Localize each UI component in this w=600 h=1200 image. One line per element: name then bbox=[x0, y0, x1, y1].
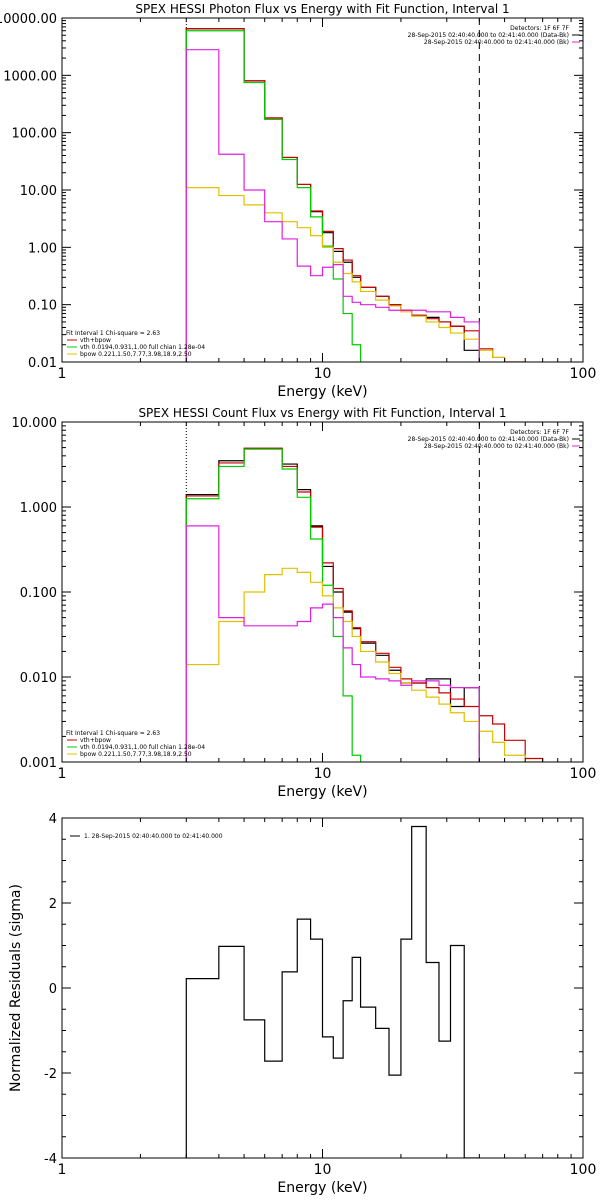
chart-panel-1: SPEX HESSI Photon Flux vs Energy with Fi… bbox=[0, 2, 596, 400]
y-tick-label: 10.00 bbox=[20, 184, 57, 199]
series-group bbox=[185, 825, 480, 1158]
y-tick-label: 0.010 bbox=[20, 671, 57, 686]
legend-entry-tr-3: 28-Sep-2015 02:40:40.000 to 02:41:40.000… bbox=[424, 39, 569, 46]
y-tick-label: 0.01 bbox=[28, 356, 57, 371]
x-axis-label: Energy (keV) bbox=[277, 784, 367, 800]
series-1-line bbox=[185, 825, 480, 1158]
x-axis-label: Energy (keV) bbox=[277, 1180, 367, 1196]
chart-panel-2: SPEX HESSI Count Flux vs Energy with Fit… bbox=[12, 406, 597, 800]
y-tick-label: -2 bbox=[44, 1067, 57, 1082]
y-tick-label: 1000.00 bbox=[3, 69, 57, 84]
series-group bbox=[185, 447, 544, 762]
x-tick-label: 10 bbox=[314, 1162, 332, 1178]
y-tick-label: 100.00 bbox=[12, 127, 58, 142]
x-tick-label: 100 bbox=[570, 766, 597, 782]
legend-entry-bl-2: vth+bpow bbox=[80, 737, 111, 744]
x-tick-label: 10 bbox=[314, 766, 332, 782]
x-tick-label: 1 bbox=[58, 366, 67, 382]
y-tick-label: 0.100 bbox=[20, 586, 57, 601]
legend-entry-bl-3: vth 0.0194,0.931,1.00 full chian 1.28e-0… bbox=[80, 344, 205, 351]
legend-entry-tr-2: 28-Sep-2015 02:40:40.000 to 02:41:40.000… bbox=[408, 436, 569, 443]
legend-entry-bl-1: Fit Interval 1 Chi-square = 2.63 bbox=[66, 730, 160, 737]
series-5-line bbox=[185, 525, 480, 762]
y-tick-label: 0.001 bbox=[20, 756, 57, 771]
y-tick-label: 1.000 bbox=[20, 501, 57, 516]
chart-panel-3: 1 10 100 -4 -2 0 2 4 Energy (keV) Normalized Resi… bbox=[8, 812, 596, 1196]
legend-entry-tr-2: 28-Sep-2015 02:40:40.000 to 02:41:40.000… bbox=[408, 32, 569, 39]
x-axis-label: Energy (keV) bbox=[277, 384, 367, 400]
x-tick-label: 100 bbox=[570, 1162, 597, 1178]
x-tick-label: 1 bbox=[58, 766, 67, 782]
legend-entry-bl-4: bpow 0.221,1.50,7.77,3.98,18.9,2.50 bbox=[80, 751, 192, 758]
legend-entry-bl-4: bpow 0.221,1.50,7.77,3.98,18.9,2.50 bbox=[80, 351, 192, 358]
x-tick-label: 10 bbox=[314, 366, 332, 382]
series-5-line bbox=[185, 49, 480, 362]
y-axis-label: Normalized Residuals (sigma) bbox=[8, 884, 24, 1092]
x-tick-label: 1 bbox=[58, 1162, 67, 1178]
chart-title: SPEX HESSI Photon Flux vs Energy with Fi… bbox=[135, 2, 509, 16]
x-tick-label: 100 bbox=[570, 366, 597, 382]
y-tick-label: -4 bbox=[44, 1152, 57, 1167]
y-tick-label: 1.00 bbox=[28, 241, 57, 256]
y-tick-label: 0 bbox=[49, 982, 57, 997]
series-group bbox=[185, 28, 526, 362]
series-4-line bbox=[185, 187, 526, 362]
legend-entry-bl-3: vth 0.0194,0.931,1.00 full chian 1.28e-0… bbox=[80, 744, 205, 751]
legend-entry-tr-3: 28-Sep-2015 02:40:40.000 to 02:41:40.000… bbox=[424, 443, 569, 450]
y-tick-label: 0.10 bbox=[28, 299, 57, 314]
series-4-line bbox=[185, 567, 543, 762]
legend-entry-tr-1: Detectors: 1F 6F 7F bbox=[510, 25, 569, 32]
y-tick-label: 10.000 bbox=[12, 416, 58, 431]
legend-entry-bl-2: vth+bpow bbox=[80, 337, 111, 344]
series-3-line bbox=[185, 30, 362, 362]
plot-frame bbox=[61, 17, 584, 363]
legend-entry-bl-1: Fit Interval 1 Chi-square = 2.63 bbox=[66, 330, 160, 337]
y-tick-label: 2 bbox=[49, 897, 57, 912]
y-tick-label: 10000.00 bbox=[0, 12, 57, 27]
legend-entry-tl-1: 1. 28-Sep-2015 02:40:40.000 to 02:41:40.… bbox=[84, 833, 223, 840]
y-tick-label: 4 bbox=[49, 812, 57, 827]
chart-title: SPEX HESSI Count Flux vs Energy with Fit… bbox=[138, 406, 506, 420]
series-3-line bbox=[185, 448, 362, 762]
series-2-line bbox=[185, 447, 544, 762]
legend-entry-tr-1: Detectors: 1F 6F 7F bbox=[510, 429, 569, 436]
